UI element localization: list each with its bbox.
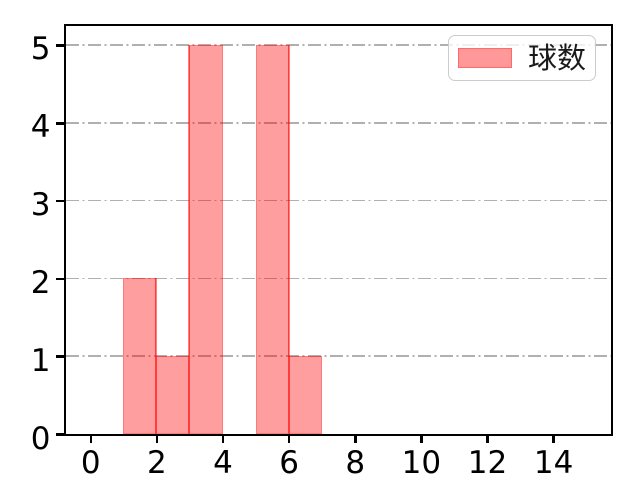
gridline bbox=[65, 44, 611, 46]
x-axis-tick bbox=[552, 434, 555, 443]
gridline bbox=[65, 277, 611, 280]
bar-separator bbox=[287, 44, 290, 434]
x-tick-label: 10 bbox=[401, 444, 442, 480]
x-axis-tick bbox=[89, 434, 93, 443]
y-tick-label: 3 bbox=[30, 187, 51, 224]
y-tick-label: 0 bbox=[30, 420, 51, 457]
x-tick-label: 14 bbox=[533, 444, 574, 480]
x-axis-tick bbox=[354, 434, 357, 443]
bar-separator bbox=[155, 278, 158, 434]
y-tick-label: 1 bbox=[30, 342, 51, 379]
histogram-bar bbox=[255, 44, 289, 434]
x-axis-tick bbox=[155, 434, 159, 443]
y-tick-label: 4 bbox=[30, 109, 51, 146]
plot-inner bbox=[65, 26, 611, 435]
x-tick-label: 0 bbox=[80, 444, 101, 480]
gridline bbox=[65, 355, 611, 357]
y-axis-tick bbox=[55, 355, 64, 358]
legend: 球数 bbox=[448, 35, 596, 81]
y-axis-tick bbox=[55, 433, 64, 436]
x-tick-label: 2 bbox=[147, 444, 167, 480]
histogram-bar bbox=[189, 44, 223, 434]
y-axis-tick bbox=[55, 199, 64, 203]
x-tick-label: 6 bbox=[279, 444, 300, 480]
x-axis-tick bbox=[420, 434, 423, 443]
plot-area bbox=[63, 23, 613, 436]
legend-swatch-icon bbox=[458, 48, 512, 68]
x-tick-label: 4 bbox=[213, 444, 233, 480]
histogram-bar bbox=[156, 356, 190, 434]
histogram-bar bbox=[288, 356, 322, 434]
legend-label: 球数 bbox=[528, 40, 587, 75]
y-axis-tick bbox=[55, 44, 64, 47]
y-axis-tick bbox=[55, 122, 64, 125]
bar-separator bbox=[188, 44, 191, 434]
y-tick-label: 5 bbox=[30, 31, 51, 68]
gridline bbox=[65, 199, 611, 202]
histogram-bar bbox=[123, 278, 157, 434]
x-axis-tick bbox=[287, 434, 291, 443]
y-axis-tick bbox=[55, 277, 64, 281]
gridline bbox=[65, 121, 611, 124]
x-axis-tick bbox=[486, 434, 489, 443]
x-tick-label: 8 bbox=[345, 444, 366, 480]
x-axis-tick bbox=[221, 434, 225, 443]
y-tick-label: 2 bbox=[30, 264, 51, 301]
x-tick-label: 12 bbox=[467, 444, 508, 480]
